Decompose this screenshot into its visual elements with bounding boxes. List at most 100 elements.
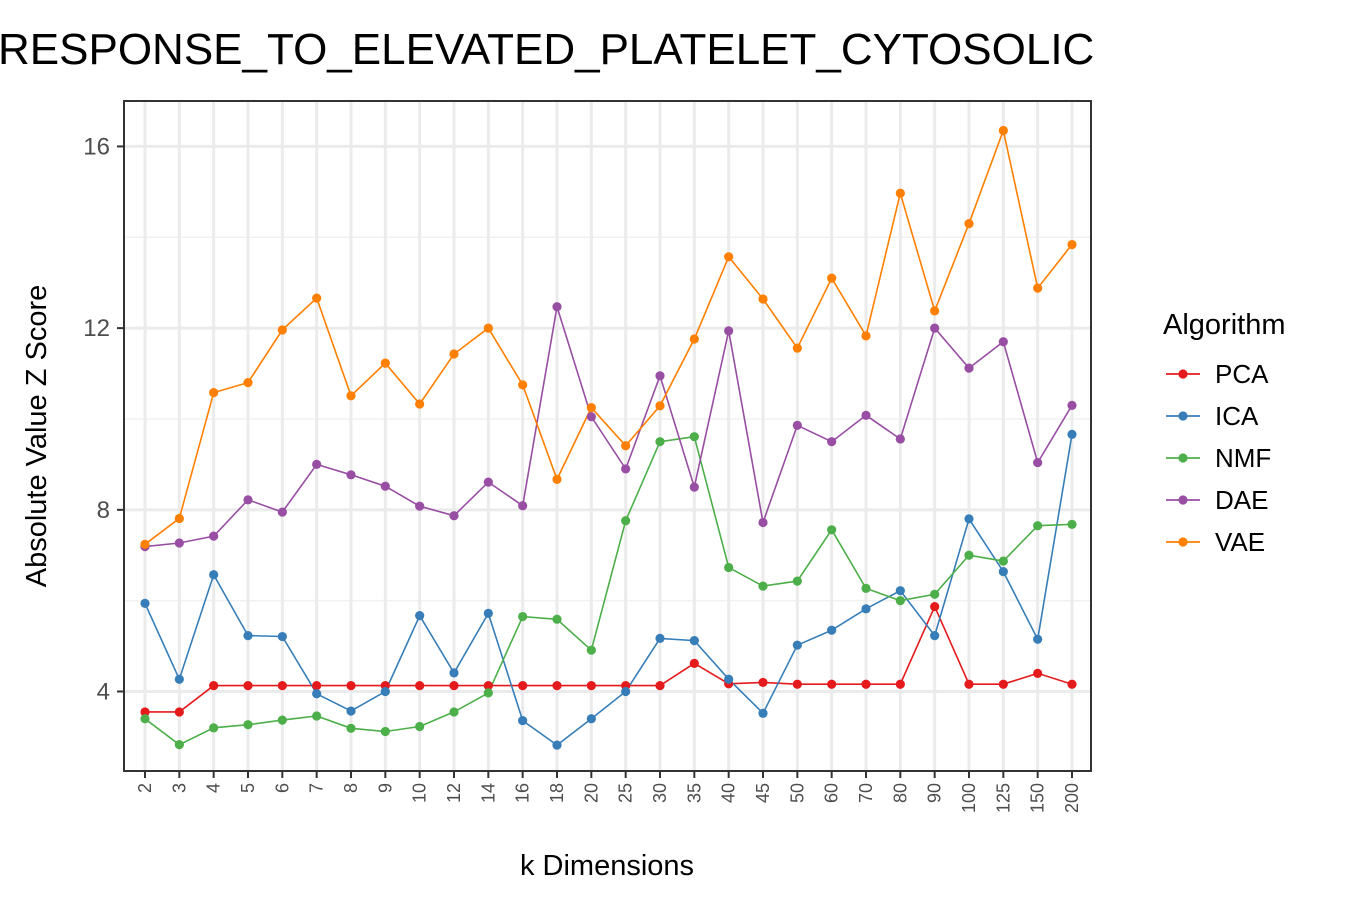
data-point-dae: [380, 481, 390, 491]
data-point-nmf: [277, 715, 287, 725]
x-tick-label: 5: [238, 783, 258, 793]
data-point-pca: [689, 658, 699, 668]
data-point-pca: [518, 681, 528, 691]
legend-label: DAE: [1215, 485, 1268, 515]
data-point-nmf: [449, 707, 459, 717]
data-point-pca: [277, 681, 287, 691]
data-point-pca: [483, 681, 493, 691]
y-tick-label: 16: [83, 133, 110, 160]
legend-item-nmf: NMF: [1166, 443, 1271, 473]
data-point-vae: [1067, 239, 1077, 250]
data-point-vae: [792, 343, 802, 353]
data-point-nmf: [518, 611, 528, 622]
legend: Algorithm PCA ICA NMF DAE VAE: [1163, 309, 1286, 557]
data-point-pca: [895, 679, 905, 689]
data-point-vae: [655, 401, 665, 411]
data-point-dae: [312, 459, 322, 469]
data-point-vae: [483, 323, 493, 333]
grid-lines: [124, 101, 1091, 771]
data-point-nmf: [964, 550, 974, 560]
data-point-pca: [140, 707, 150, 717]
data-point-ica: [174, 674, 184, 684]
x-tick-label: 9: [375, 783, 395, 793]
data-point-ica: [518, 715, 528, 726]
x-tick-label: 18: [547, 783, 567, 803]
legend-item-ica: ICA: [1166, 401, 1259, 431]
data-point-vae: [930, 306, 940, 316]
data-point-nmf: [346, 723, 356, 733]
data-point-dae: [689, 482, 699, 492]
data-point-dae: [277, 507, 287, 517]
data-point-vae: [277, 325, 287, 335]
data-point-nmf: [586, 645, 596, 655]
data-point-vae: [140, 539, 150, 549]
data-point-vae: [964, 219, 974, 229]
data-point-vae: [552, 474, 562, 484]
legend-label: VAE: [1215, 527, 1265, 557]
data-point-ica: [724, 674, 734, 684]
data-point-vae: [998, 125, 1008, 136]
data-point-nmf: [174, 740, 184, 750]
data-point-vae: [689, 334, 699, 344]
data-point-nmf: [1033, 521, 1043, 531]
data-point-nmf: [792, 576, 802, 586]
x-tick-label: 70: [856, 783, 876, 803]
data-point-pca: [998, 679, 1008, 689]
data-point-ica: [243, 631, 253, 641]
x-tick-label: 4: [204, 783, 224, 793]
series-line-pca: [145, 604, 1073, 713]
data-point-pca: [792, 679, 802, 689]
data-point-vae: [346, 391, 356, 401]
legend-label: PCA: [1215, 359, 1269, 389]
legend-key-point: [1178, 369, 1188, 379]
data-point-ica: [792, 640, 802, 650]
data-point-dae: [1067, 400, 1077, 410]
data-point-ica: [1033, 634, 1043, 644]
data-point-vae: [1033, 283, 1043, 293]
data-point-dae: [552, 302, 562, 312]
data-point-pca: [758, 677, 768, 688]
data-point-ica: [483, 608, 493, 618]
data-point-vae: [518, 380, 528, 390]
data-point-dae: [449, 511, 459, 521]
data-point-ica: [930, 631, 940, 641]
data-point-vae: [380, 358, 390, 368]
data-point-pca: [586, 681, 596, 691]
data-point-ica: [895, 586, 905, 596]
x-tick-label: 20: [581, 783, 601, 803]
data-point-ica: [827, 625, 837, 635]
x-tick-label: 40: [719, 783, 739, 803]
data-point-dae: [964, 363, 974, 373]
legend-item-vae: VAE: [1166, 527, 1265, 557]
legend-items: PCA ICA NMF DAE VAE: [1166, 359, 1271, 557]
data-point-ica: [861, 604, 871, 614]
data-point-ica: [277, 631, 287, 642]
data-point-pca: [174, 707, 184, 717]
data-point-dae: [792, 420, 802, 430]
data-point-nmf: [552, 614, 562, 624]
legend-key-point: [1178, 495, 1188, 505]
data-point-vae: [827, 273, 837, 283]
data-point-nmf: [621, 516, 631, 526]
data-point-vae: [895, 188, 905, 198]
data-point-ica: [415, 611, 425, 621]
legend-item-pca: PCA: [1166, 359, 1269, 389]
x-tick-label: 25: [616, 783, 636, 803]
x-tick-label: 16: [513, 783, 533, 803]
data-point-ica: [964, 514, 974, 524]
data-point-ica: [586, 714, 596, 724]
data-point-dae: [209, 531, 219, 541]
data-point-ica: [998, 566, 1008, 577]
x-tick-label: 14: [478, 783, 498, 803]
legend-label: ICA: [1215, 401, 1259, 431]
data-point-vae: [758, 294, 768, 304]
x-tick-label: 2: [135, 783, 155, 793]
data-point-pca: [243, 681, 253, 691]
data-point-nmf: [861, 583, 871, 593]
data-point-ica: [449, 668, 459, 678]
data-point-pca: [1033, 668, 1043, 678]
data-point-vae: [724, 252, 734, 262]
data-point-pca: [827, 679, 837, 689]
